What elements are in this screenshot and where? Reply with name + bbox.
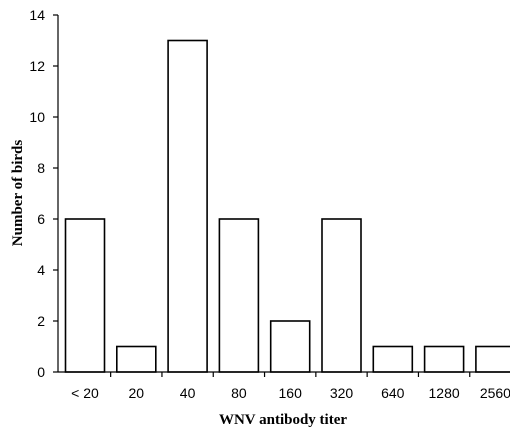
bars-group — [64, 39, 510, 373]
x-tick-label: 80 — [231, 385, 247, 401]
bar — [269, 320, 311, 373]
x-ticks-group: < 20 20 40 80 160 320 640 1280 2560 — [71, 372, 510, 401]
y-tick-label: 12 — [29, 58, 45, 74]
y-ticks-group: 0 2 4 6 8 10 12 14 — [29, 7, 58, 380]
x-tick-label: 640 — [381, 385, 405, 401]
bar — [475, 345, 510, 373]
y-tick-label: 14 — [29, 7, 45, 23]
y-axis-title: Number of birds — [10, 140, 26, 247]
x-tick-label: 320 — [330, 385, 354, 401]
y-tick-label: 2 — [37, 313, 45, 329]
x-axis-title: WNV antibody titer — [219, 412, 347, 428]
bar — [167, 39, 208, 373]
x-tick-label: 20 — [129, 385, 145, 401]
bar — [321, 218, 362, 373]
axes-group — [57, 15, 510, 373]
x-tick-label: 160 — [279, 385, 303, 401]
bar — [372, 345, 414, 373]
x-tick-label: 2560 — [480, 385, 510, 401]
x-tick-label: 1280 — [429, 385, 460, 401]
y-tick-label: 0 — [37, 364, 45, 380]
y-tick-label: 8 — [37, 160, 45, 176]
x-tick-label: 40 — [180, 385, 196, 401]
bar — [116, 345, 157, 373]
y-tick-label: 6 — [37, 211, 45, 227]
bar — [423, 345, 465, 373]
bar — [218, 218, 260, 373]
y-tick-label: 4 — [37, 262, 45, 278]
x-tick-label: < 20 — [71, 385, 99, 401]
bar — [64, 218, 106, 373]
y-tick-label: 10 — [29, 109, 45, 125]
